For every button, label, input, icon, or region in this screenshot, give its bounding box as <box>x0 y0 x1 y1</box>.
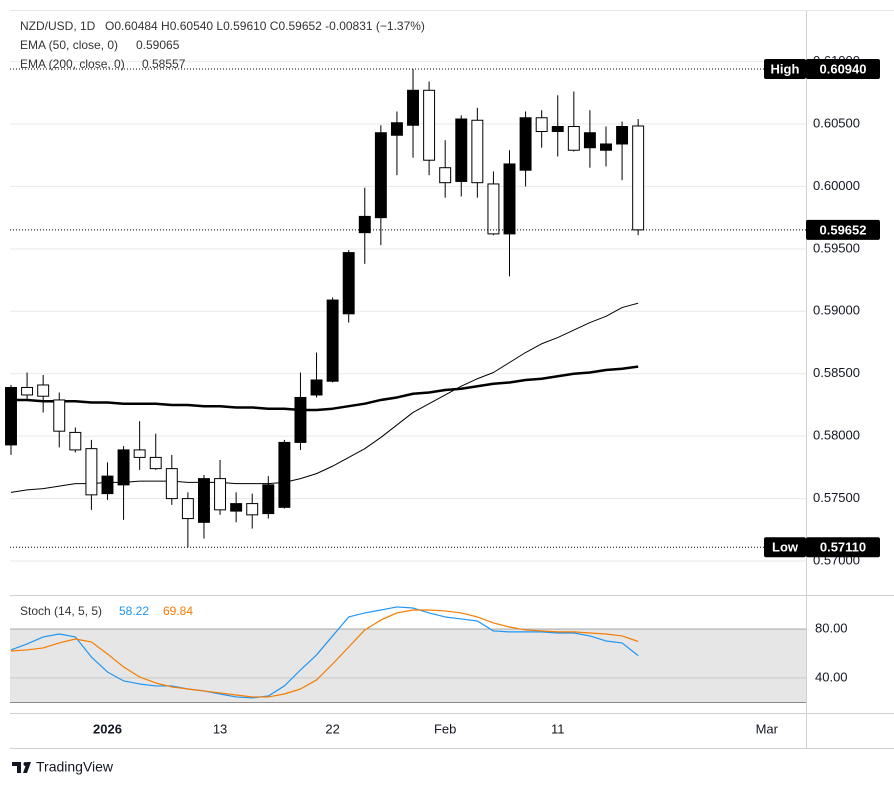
stoch-legend-value: 58.22 <box>119 604 149 618</box>
y-tick-label: 0.57500 <box>813 490 860 505</box>
ema-line <box>10 302 639 493</box>
level-tag-text: High <box>771 61 800 76</box>
candle-body <box>326 299 339 382</box>
last-price-text: 0.59652 <box>820 222 867 237</box>
level-value-box <box>806 537 880 558</box>
level-value-box <box>806 59 880 80</box>
candle-body <box>262 484 275 515</box>
candle-body <box>632 125 645 231</box>
y-tick-label: 0.60000 <box>813 178 860 193</box>
candle-body <box>423 89 436 161</box>
brand-name: TradingView <box>36 759 114 775</box>
x-tick-label: 13 <box>213 721 227 736</box>
candle-body <box>165 468 178 500</box>
candle-body <box>214 478 227 511</box>
candle-body <box>294 396 307 443</box>
series-legend-name: EMA (50, close, 0) <box>20 38 118 52</box>
candle-body <box>310 379 323 396</box>
y-tick-label: 0.58000 <box>813 428 860 443</box>
candle-body <box>583 132 596 149</box>
x-tick-label: 11 <box>551 721 565 736</box>
candle-body <box>278 441 291 508</box>
level-tag-text: Low <box>772 540 799 555</box>
brand-logo-dot <box>23 762 28 766</box>
candle-body <box>181 498 194 520</box>
candle-body <box>342 252 355 315</box>
candle-body <box>616 126 629 145</box>
label-layer: NZD/USD, 1D O0.60484 H0.60540 L0.59610 C… <box>20 19 880 736</box>
y-tick-label: 0.60500 <box>813 115 860 130</box>
candle-body <box>37 384 50 397</box>
candle-body <box>535 117 548 132</box>
level-tag <box>764 59 806 80</box>
series-legend-name: EMA (200, close, 0) <box>20 57 125 71</box>
candle-body <box>5 386 17 446</box>
candle-body <box>85 448 98 496</box>
ohlc-legend: O0.60484 H0.60540 L0.59610 C0.59652 -0.0… <box>105 19 425 33</box>
x-tick-label: Feb <box>434 721 456 736</box>
plot-layer <box>5 68 806 699</box>
footer: TradingView <box>12 759 114 775</box>
stoch-line <box>10 606 639 699</box>
stoch-legend-value: 69.84 <box>163 604 193 618</box>
grid-layer <box>10 61 806 703</box>
y-tick-label: 0.59000 <box>813 303 860 318</box>
frame-layer <box>10 10 894 749</box>
y-tick-label: 0.58500 <box>813 365 860 380</box>
candle-body <box>567 126 580 151</box>
candle-body <box>471 119 484 184</box>
y-tick-label: 0.59500 <box>813 240 860 255</box>
candle-body <box>117 449 130 486</box>
last-price-box <box>806 219 880 240</box>
candle-body <box>246 503 259 516</box>
candle-body <box>407 89 419 126</box>
candle-body <box>101 475 114 495</box>
stoch-line <box>10 609 639 698</box>
candle-body <box>503 163 516 235</box>
y-tick-label: 40.00 <box>815 669 848 684</box>
candle-body <box>21 386 34 396</box>
stoch-band <box>10 628 806 703</box>
candle-body <box>551 126 564 132</box>
candle-body <box>439 167 452 184</box>
candle-body <box>390 122 403 136</box>
x-tick-label: 22 <box>325 721 339 736</box>
candle-body <box>519 117 532 171</box>
level-tag <box>764 537 806 558</box>
candle-body <box>53 399 66 432</box>
series-legend-value: 0.59065 <box>136 38 180 52</box>
symbol-label: NZD/USD, 1D <box>20 19 96 33</box>
ema-line <box>11 365 639 412</box>
candle-body <box>230 503 243 512</box>
x-tick-label: 2026 <box>93 721 122 736</box>
stoch-title: Stoch (14, 5, 5) <box>20 604 102 618</box>
candle-body <box>133 449 146 458</box>
y-tick-label: 80.00 <box>815 620 848 635</box>
level-value-text: 0.60940 <box>820 61 867 76</box>
candle-body <box>455 118 468 182</box>
candle-body <box>149 456 162 470</box>
candle-body <box>358 215 371 234</box>
candle-body <box>600 143 612 151</box>
x-tick-label: Mar <box>756 721 779 736</box>
candle-body <box>374 132 387 219</box>
candle-body <box>69 431 82 451</box>
candle-body <box>487 183 500 235</box>
series-legend-value: 0.58557 <box>142 57 186 71</box>
level-value-text: 0.57110 <box>820 540 866 555</box>
candle-body <box>198 478 210 523</box>
